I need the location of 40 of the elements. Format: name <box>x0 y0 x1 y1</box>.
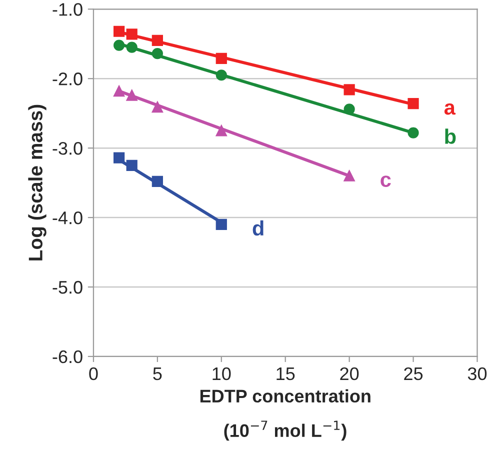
y-tick-label: -5.0 <box>52 280 82 294</box>
point <box>152 176 163 187</box>
point <box>126 90 138 101</box>
point <box>126 42 138 53</box>
point <box>216 70 227 81</box>
point <box>114 40 125 51</box>
x-axis-title: EDTP concentration (10$^{−7}$ mol L$^{−1}$) <box>200 389 370 441</box>
point <box>216 52 227 64</box>
point <box>126 28 138 40</box>
y-tick-label: -2.0 <box>52 72 82 86</box>
series-label: b <box>445 128 456 144</box>
point <box>152 102 163 113</box>
x-tick-label: 20 <box>340 367 359 380</box>
x-tick-label: 15 <box>276 368 295 380</box>
point <box>408 98 419 110</box>
series-label: d <box>252 220 264 236</box>
x-tick-label: 5 <box>153 368 162 380</box>
y-tick-label: -1.0 <box>52 3 82 16</box>
series-label: c <box>380 176 391 187</box>
point <box>114 26 125 37</box>
point <box>216 218 227 230</box>
point <box>126 160 138 171</box>
point <box>344 104 355 115</box>
x-tick-label: 25 <box>404 367 423 380</box>
point <box>152 48 163 60</box>
y-tick-label: -6.0 <box>52 350 82 364</box>
point <box>114 152 125 164</box>
y-tick-label: -4.0 <box>52 211 82 224</box>
point <box>408 127 419 138</box>
point <box>344 84 355 96</box>
point <box>216 125 227 136</box>
point <box>344 170 355 182</box>
y-tick-label: -3.0 <box>52 142 82 155</box>
y-axis-title: Log (scale mass) <box>28 104 46 260</box>
x-tick-label: 30 <box>468 367 487 380</box>
x-tick-label: 10 <box>212 367 231 380</box>
series-label: a <box>444 103 456 115</box>
x-tick-label: 0 <box>89 367 98 380</box>
point <box>114 86 125 97</box>
point <box>152 34 163 46</box>
